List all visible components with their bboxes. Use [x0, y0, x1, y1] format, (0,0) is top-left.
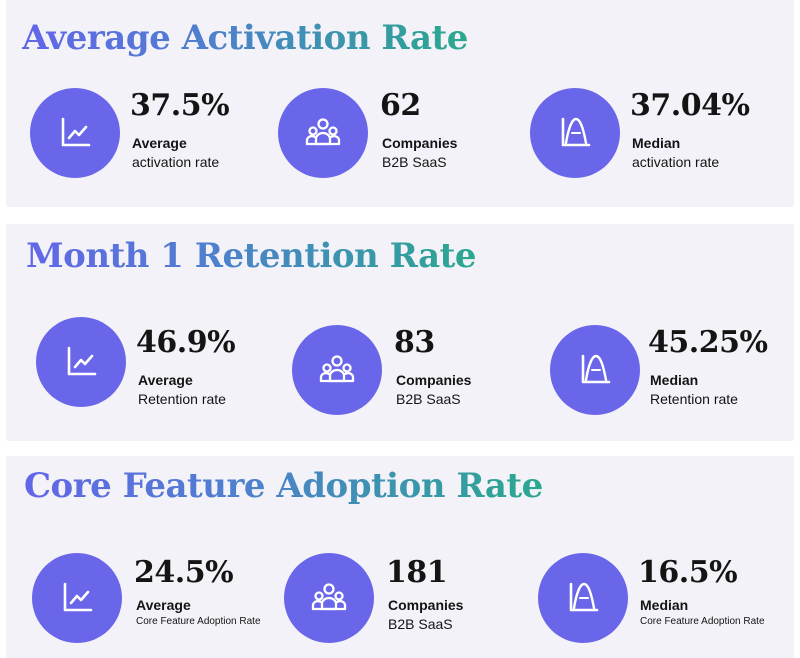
section-title-activation: Average Activation Rate: [22, 18, 468, 58]
stat-value: 46.9%: [136, 325, 236, 360]
activation-section: [6, 0, 794, 207]
stat-value: 24.5%: [134, 555, 234, 590]
bell-curve-icon: [530, 88, 620, 178]
stat-sub: B2B SaaS: [382, 154, 447, 170]
stat-sub: Core Feature Adoption Rate: [640, 616, 765, 627]
users-group-icon: [292, 325, 382, 415]
stat-value: 37.5%: [130, 88, 230, 123]
stat-value: 45.25%: [648, 325, 768, 360]
stat-sub: Core Feature Adoption Rate: [136, 616, 261, 627]
stat-value: 62: [380, 88, 421, 123]
stat-sub: Retention rate: [650, 391, 738, 407]
bell-curve-icon: [538, 553, 628, 643]
stat-sub: B2B SaaS: [396, 391, 461, 407]
stat-label: Average: [136, 597, 191, 613]
stat-sub: Retention rate: [138, 391, 226, 407]
stat-sub: activation rate: [132, 154, 220, 170]
stat-value: 37.04%: [630, 88, 750, 123]
stat-label: Average: [132, 135, 187, 151]
section-title-adoption: Core Feature Adoption Rate: [24, 466, 543, 506]
section-title-retention: Month 1 Retention Rate: [26, 236, 477, 276]
users-group-icon: [278, 88, 368, 178]
trend-chart-icon: [30, 88, 120, 178]
stat-sub: activation rate: [632, 154, 720, 170]
stat-label: Companies: [388, 597, 464, 613]
stat-value: 181: [386, 555, 448, 590]
stat-label: Average: [138, 372, 193, 388]
trend-chart-icon: [32, 553, 122, 643]
stat-value: 16.5%: [638, 555, 738, 590]
users-group-icon: [284, 553, 374, 643]
stat-label: Median: [650, 372, 699, 388]
bell-curve-icon: [550, 325, 640, 415]
stat-sub: B2B SaaS: [388, 616, 453, 632]
stat-value: 83: [394, 325, 435, 360]
stat-label: Median: [640, 597, 689, 613]
adoption-section: [6, 456, 794, 658]
retention-section: [6, 224, 794, 441]
stat-label: Companies: [396, 372, 472, 388]
trend-chart-icon: [36, 317, 126, 407]
stat-label: Companies: [382, 135, 458, 151]
stat-label: Median: [632, 135, 681, 151]
